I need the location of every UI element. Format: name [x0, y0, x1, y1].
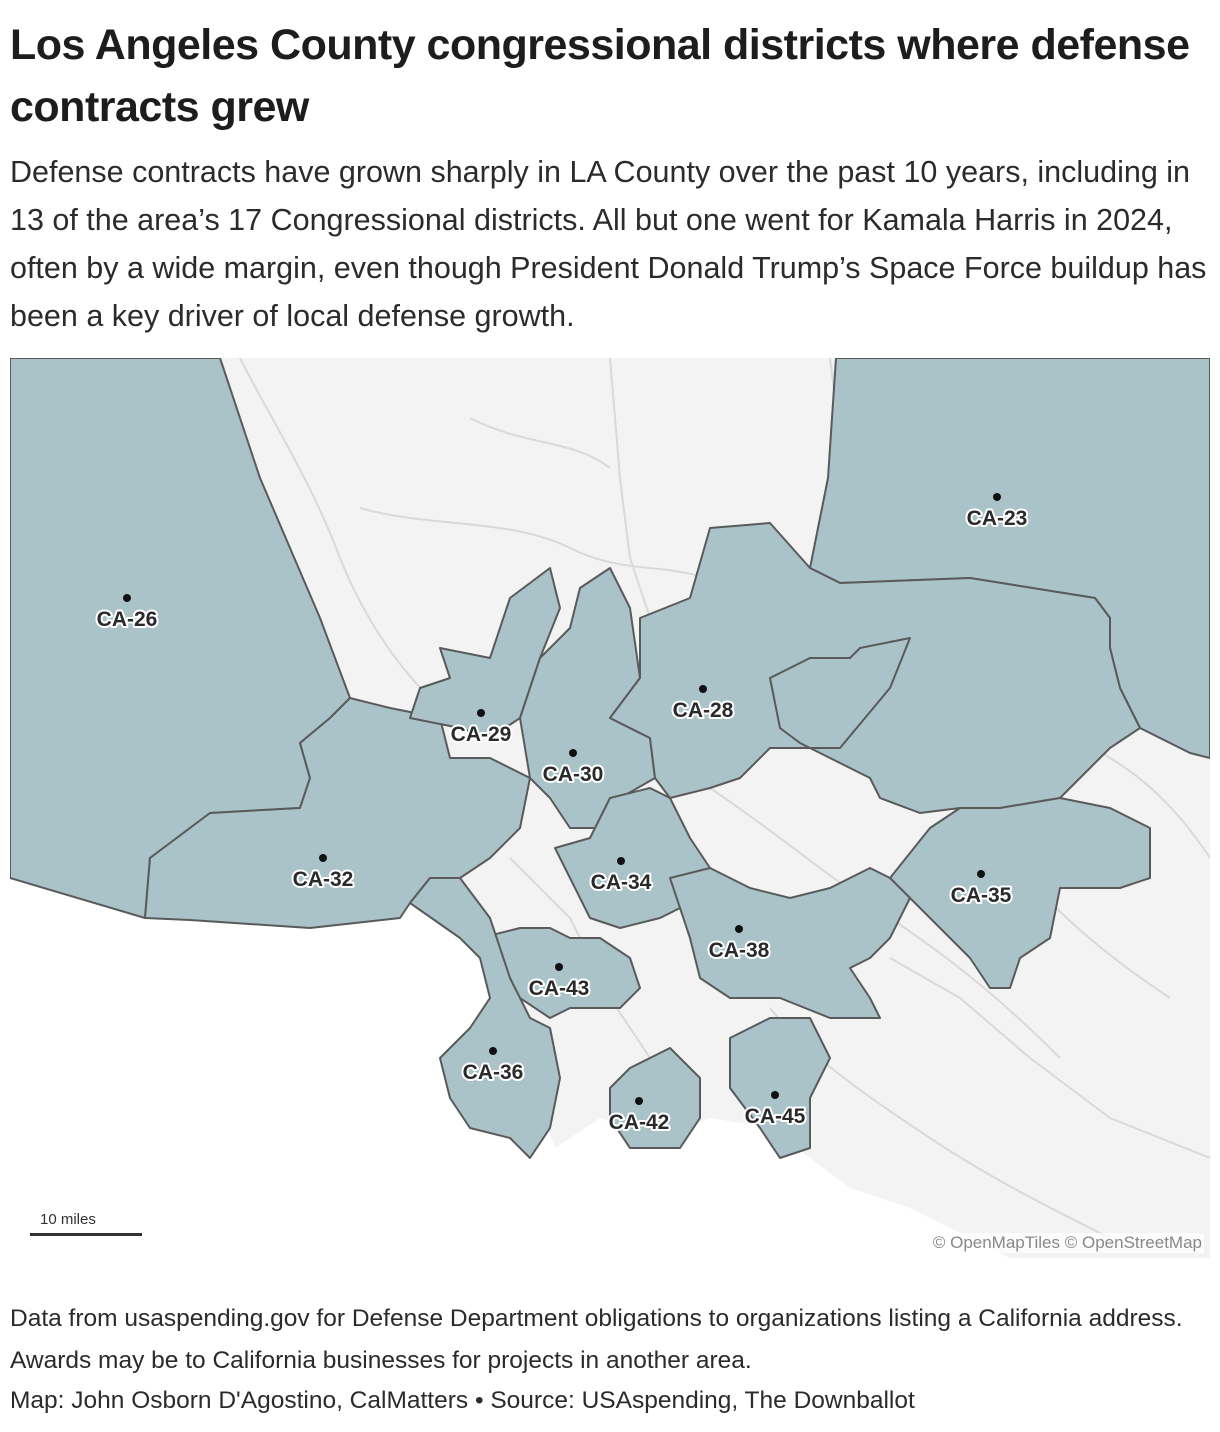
district-label-ca-42: CA-42: [609, 1111, 670, 1134]
district-marker-ca-34: [617, 857, 625, 865]
district-ca-42: [609, 1047, 701, 1149]
credit-line: Map: John Osborn D'Agostino, CalMatters …: [10, 1387, 915, 1414]
district-label-ca-38: CA-38: [709, 939, 770, 962]
district-label-ca-45: CA-45: [745, 1105, 806, 1128]
scale-bar: [30, 1233, 142, 1236]
district-label-ca-35: CA-35: [951, 884, 1012, 907]
district-marker-ca-32: [319, 854, 327, 862]
district-label-ca-34: CA-34: [591, 871, 652, 894]
district-ca-36: [409, 877, 561, 1159]
district-marker-ca-29: [477, 709, 485, 717]
district-ca-32: [144, 697, 531, 929]
district-marker-ca-26: [123, 594, 131, 602]
map-subtitle: Defense contracts have grown sharply in …: [10, 155, 1207, 333]
district-label-ca-26: CA-26: [97, 608, 158, 631]
map-attribution[interactable]: © OpenMapTiles © OpenStreetMap: [930, 1233, 1204, 1253]
district-marker-ca-28: [699, 685, 707, 693]
district-marker-ca-43: [555, 963, 563, 971]
district-ca-28: [609, 522, 1141, 814]
district-label-ca-23: CA-23: [967, 507, 1028, 530]
map-title: Los Angeles County congressional distric…: [10, 21, 1190, 131]
district-marker-ca-30: [569, 749, 577, 757]
district-map[interactable]: CA-23 CA-26 CA-28 CA-29 CA-30 CA-32 CA-34 CA-35…: [10, 358, 1210, 1258]
district-marker-ca-45: [771, 1091, 779, 1099]
district-marker-ca-42: [635, 1097, 643, 1105]
district-shapes: [10, 358, 1210, 1159]
map-canvas: CA-23 CA-26 CA-28 CA-29 CA-30 CA-32 CA-34 CA-35…: [10, 358, 1210, 1258]
scale-label: 10 miles: [40, 1211, 96, 1228]
district-marker-ca-35: [977, 870, 985, 878]
district-label-ca-29: CA-29: [451, 723, 512, 746]
data-note: Data from usaspending.gov for Defense De…: [10, 1305, 1183, 1374]
district-markers: CA-23 CA-26 CA-28 CA-29 CA-30 CA-32 CA-34 CA-35…: [95, 493, 1029, 1136]
district-label-ca-32: CA-32: [293, 868, 354, 891]
district-ca-38: [669, 867, 911, 1019]
district-ca-45: [729, 1017, 831, 1159]
district-marker-ca-36: [489, 1047, 497, 1055]
district-label-ca-30: CA-30: [543, 763, 604, 786]
district-label-ca-43: CA-43: [529, 977, 590, 1000]
district-marker-ca-38: [735, 925, 743, 933]
district-ca-35: [889, 797, 1151, 989]
district-marker-ca-23: [993, 493, 1001, 501]
district-label-ca-28: CA-28: [673, 699, 734, 722]
district-label-ca-36: CA-36: [463, 1061, 524, 1084]
